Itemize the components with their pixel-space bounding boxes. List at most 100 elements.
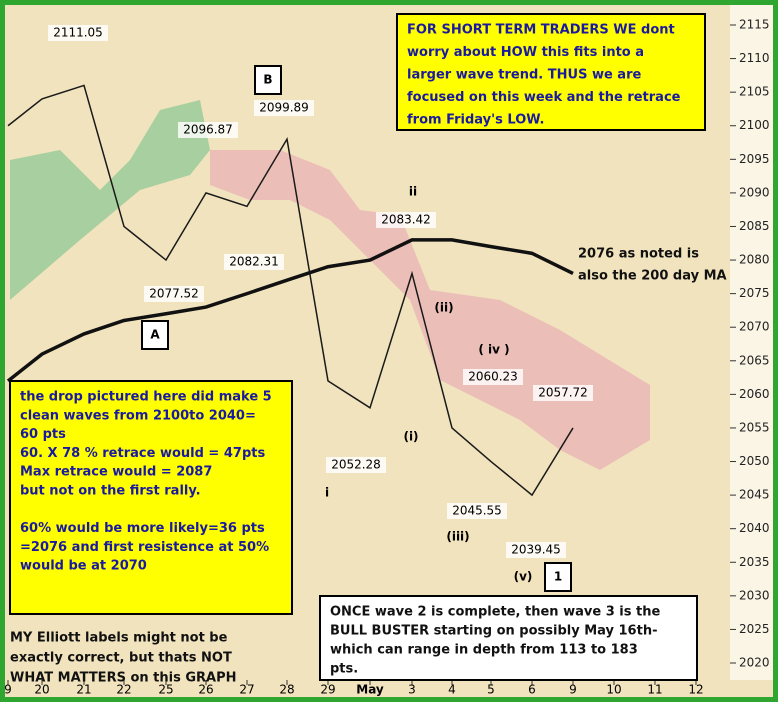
x-tick-label: 5 — [487, 683, 495, 697]
y-tick-label: 2065 — [739, 353, 770, 367]
left_note-box — [9, 380, 293, 615]
y-tick-label: 2050 — [739, 454, 770, 468]
price-label: 2045.55 — [452, 504, 502, 518]
price-label-bg — [178, 122, 238, 138]
elliott_note-line: WHAT MATTERS on this GRAPH — [10, 671, 237, 686]
left_note-line: 60% would be more likely=36 pts — [20, 521, 265, 536]
y-tick-label: 2085 — [739, 219, 770, 233]
price-label: 2052.28 — [331, 458, 381, 472]
wave-label: (ii) — [434, 301, 453, 315]
y-tick-label: 2100 — [739, 118, 770, 132]
y-tick-label: 2110 — [739, 51, 770, 65]
y-tick-label: 2060 — [739, 387, 770, 401]
price-label: 2096.87 — [183, 123, 233, 137]
top_note-line: from Friday's LOW. — [407, 113, 544, 128]
price-label: 2099.89 — [259, 101, 309, 115]
price-label-bg — [254, 100, 314, 116]
price-label-bg — [506, 542, 566, 558]
price-label-bg — [326, 457, 386, 473]
x-tick-label: 12 — [688, 683, 703, 697]
wave-label: B — [263, 73, 272, 87]
wave-label: ii — [409, 185, 417, 199]
axis-bg — [730, 5, 773, 680]
price-label: 2077.52 — [149, 287, 199, 301]
x-tick-label: 27 — [239, 683, 254, 697]
left_note-line: =2076 and first resistence at 50% — [20, 540, 269, 555]
price-label-bg — [224, 254, 284, 270]
y-tick-label: 2035 — [739, 555, 770, 569]
left_note-line: would be at 2070 — [20, 559, 147, 574]
wave-label: ( iv ) — [478, 343, 509, 357]
y-tick-label: 2045 — [739, 488, 770, 502]
price-label: 2060.23 — [468, 370, 518, 384]
x-tick-label: May — [356, 683, 384, 697]
top_note-line: focused on this week and the retrace — [407, 90, 681, 105]
y-tick-label: 2095 — [739, 152, 770, 166]
price-label: 2111.05 — [53, 26, 103, 40]
y-tick-label: 2055 — [739, 420, 770, 434]
x-tick-label: 11 — [647, 683, 662, 697]
top_note-line: worry about HOW this fits into a — [407, 45, 644, 60]
x-tick-label: 4 — [448, 683, 456, 697]
x-tick-label: 29 — [320, 683, 335, 697]
ma_note-line: also the 200 day MA — [578, 269, 727, 284]
cloud-green — [10, 100, 210, 300]
top_note-line: larger wave trend. THUS we are — [407, 68, 641, 83]
bottom_note-line: which can range in depth from 113 to 183 — [330, 643, 638, 658]
y-tick-label: 2070 — [739, 320, 770, 334]
x-tick-label: 20 — [34, 683, 49, 697]
wave-box — [544, 562, 572, 592]
price-label: 2082.31 — [229, 255, 279, 269]
left_note-line: Max retrace would = 2087 — [20, 465, 212, 480]
elliott_note-line: MY Elliott labels might not be — [10, 631, 228, 646]
wave-label: 1 — [554, 570, 562, 584]
price-label: 2083.42 — [381, 213, 431, 227]
price-label: 2057.72 — [538, 386, 588, 400]
bottom_note-box — [319, 595, 698, 681]
x-tick-label: 6 — [528, 683, 536, 697]
left_note-line: 60 pts — [20, 427, 66, 442]
price-label-bg — [533, 385, 593, 401]
y-tick-label: 2075 — [739, 286, 770, 300]
top_note-box — [396, 13, 706, 131]
y-tick-label: 2115 — [739, 18, 770, 32]
y-tick-label: 2040 — [739, 521, 770, 535]
series-line — [6, 238, 574, 383]
price-label-bg — [48, 25, 108, 41]
price-label: 2039.45 — [511, 543, 561, 557]
x-tick-label: 10 — [606, 683, 621, 697]
price-label-bg — [144, 286, 204, 302]
left_note-line: 60. X 78 % retrace would = 47pts — [20, 446, 265, 461]
x-tick-label: 26 — [198, 683, 213, 697]
top_note-line: FOR SHORT TERM TRADERS WE dont — [407, 23, 675, 38]
x-tick-label: 28 — [279, 683, 294, 697]
wave-box — [254, 65, 282, 95]
series-line — [7, 84, 574, 497]
y-tick-label: 2080 — [739, 253, 770, 267]
wave-label: (i) — [403, 430, 418, 444]
y-tick-label: 2090 — [739, 185, 770, 199]
wave-box — [141, 320, 169, 350]
wave-label: (iii) — [446, 530, 469, 544]
left_note-line: but not on the first rally. — [20, 484, 201, 499]
x-tick-label: 9 — [4, 683, 12, 697]
x-tick-label: 22 — [116, 683, 131, 697]
bottom_note-line: BULL BUSTER starting on possibly May 16t… — [330, 624, 657, 639]
y-tick-label: 2020 — [739, 656, 770, 670]
x-tick-label: 3 — [408, 683, 416, 697]
bottom_note-line: ONCE wave 2 is complete, then wave 3 is … — [330, 605, 660, 620]
wave-label: A — [150, 328, 160, 342]
y-tick-label: 2105 — [739, 85, 770, 99]
left_note-line: the drop pictured here did make 5 — [20, 390, 272, 405]
bottom_note-line: pts. — [330, 662, 358, 677]
wave-label: (v) — [514, 570, 533, 584]
elliott_note-line: exactly correct, but thats NOT — [10, 651, 232, 666]
x-tick-label: 25 — [158, 683, 173, 697]
y-tick-label: 2030 — [739, 588, 770, 602]
wave-label: i — [325, 486, 329, 500]
x-tick-label: 9 — [569, 683, 577, 697]
x-tick-label: 21 — [76, 683, 91, 697]
price-label-bg — [447, 503, 507, 519]
left_note-line: clean waves from 2100to 2040= — [20, 408, 256, 423]
